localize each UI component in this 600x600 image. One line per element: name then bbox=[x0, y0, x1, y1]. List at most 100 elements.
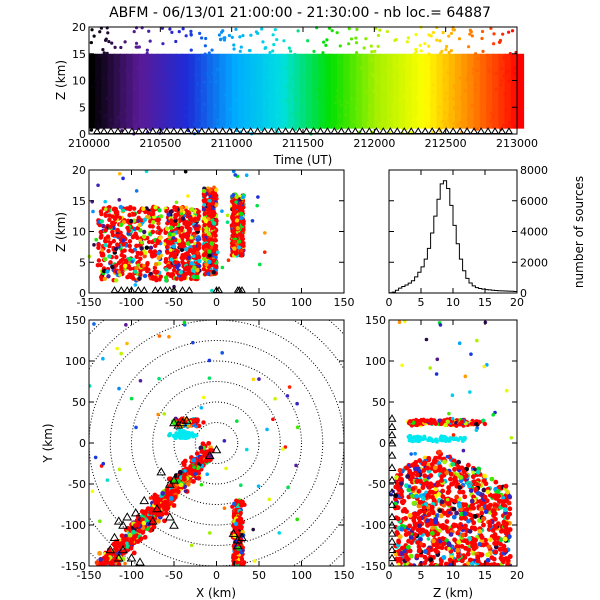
z-y-point bbox=[482, 473, 488, 479]
x-y-point bbox=[160, 490, 166, 496]
y-tick-label: 15 bbox=[72, 48, 86, 61]
z-y-point bbox=[429, 483, 435, 489]
x-z-point bbox=[138, 272, 143, 277]
z-y-point bbox=[453, 437, 458, 442]
time-height-point bbox=[245, 125, 249, 129]
station-marker bbox=[185, 286, 194, 294]
time-height-point bbox=[290, 112, 294, 116]
time-height-point bbox=[468, 32, 472, 36]
z-y-point bbox=[505, 515, 511, 520]
time-height-ylabel: Z (km) bbox=[54, 60, 68, 100]
time-height-band bbox=[330, 53, 339, 129]
z-y-point bbox=[506, 534, 512, 540]
z-y-point bbox=[416, 468, 422, 474]
time-height-point bbox=[276, 114, 280, 118]
time-height-point bbox=[184, 34, 188, 38]
x-y-point bbox=[104, 556, 110, 561]
z-y-point bbox=[482, 421, 488, 427]
z-y-point bbox=[429, 508, 435, 514]
time-height-point bbox=[288, 84, 292, 88]
x-tick-label: 0 bbox=[213, 569, 220, 582]
x-z-point bbox=[195, 268, 200, 273]
z-y-point bbox=[454, 510, 460, 516]
z-y-point bbox=[460, 532, 466, 538]
x-y-point bbox=[238, 499, 243, 505]
x-z-point bbox=[134, 243, 139, 249]
x-z-point bbox=[240, 227, 246, 233]
z-y-point bbox=[394, 530, 400, 535]
time-height-point bbox=[195, 82, 200, 86]
x-z-point bbox=[137, 276, 142, 281]
time-height-band bbox=[126, 53, 134, 129]
time-height-point bbox=[265, 75, 269, 79]
time-height-point bbox=[443, 97, 447, 101]
z-y-point bbox=[495, 489, 501, 494]
x-y-point bbox=[234, 525, 240, 531]
time-height-point bbox=[502, 74, 506, 78]
x-y-point bbox=[151, 495, 156, 501]
x-z-point bbox=[131, 206, 137, 211]
z-y-point bbox=[486, 544, 492, 550]
x-z-point bbox=[210, 201, 216, 206]
z-y-point bbox=[450, 416, 455, 421]
z-y-point bbox=[421, 436, 426, 441]
z-y-point bbox=[471, 479, 477, 485]
y-tick-label: 0 bbox=[79, 128, 86, 141]
x-y-point bbox=[235, 419, 239, 423]
z-y-point bbox=[500, 556, 506, 562]
time-height-point bbox=[391, 104, 395, 108]
x-y-point bbox=[193, 472, 198, 476]
z-y-point bbox=[462, 511, 468, 517]
time-height-band bbox=[467, 53, 475, 129]
x-z-point bbox=[230, 233, 235, 238]
z-y-point bbox=[415, 511, 421, 517]
x-y-point bbox=[267, 497, 272, 502]
station-marker bbox=[109, 532, 120, 541]
time-height-point bbox=[241, 80, 245, 84]
z-y-point bbox=[409, 438, 414, 443]
x-z-point bbox=[202, 211, 207, 217]
x-y-point bbox=[271, 417, 275, 422]
time-height-point bbox=[242, 93, 246, 98]
x-tick-label: -50 bbox=[165, 296, 183, 309]
y-tick-label: 4000 bbox=[520, 226, 548, 239]
time-height-point bbox=[465, 77, 469, 82]
x-z-point bbox=[188, 217, 194, 223]
time-height-point bbox=[435, 25, 439, 30]
z-y-point bbox=[433, 486, 439, 492]
time-height-point bbox=[513, 125, 517, 129]
x-z-point bbox=[174, 200, 179, 205]
time-height-point bbox=[498, 40, 502, 44]
x-y-point bbox=[241, 563, 246, 566]
z-y-point bbox=[404, 556, 410, 562]
z-y-point bbox=[448, 497, 454, 503]
time-height-band bbox=[213, 53, 221, 129]
z-y-point bbox=[408, 419, 413, 424]
station-marker bbox=[211, 127, 220, 135]
x-z-point bbox=[225, 213, 230, 218]
time-height-band bbox=[399, 53, 407, 129]
time-height-point bbox=[238, 49, 242, 53]
station-marker bbox=[113, 553, 124, 562]
time-height-point bbox=[479, 105, 483, 109]
time-height-point bbox=[145, 51, 149, 56]
x-z-point bbox=[182, 221, 187, 226]
x-z-point bbox=[220, 209, 224, 213]
x-y-point bbox=[135, 522, 141, 528]
x-z-point bbox=[207, 253, 212, 258]
x-tick-label: 0 bbox=[386, 569, 393, 582]
x-z-point bbox=[100, 248, 104, 252]
z-y-point bbox=[399, 526, 405, 532]
y-tick-label: 8000 bbox=[520, 164, 548, 177]
z-y-point bbox=[405, 474, 411, 479]
z-y-point bbox=[469, 352, 473, 356]
x-y-point bbox=[277, 531, 282, 535]
x-y-point bbox=[233, 555, 239, 560]
time-height-point bbox=[239, 45, 243, 49]
z-y-point bbox=[489, 555, 495, 561]
station-marker bbox=[113, 516, 124, 525]
time-height-band bbox=[163, 53, 171, 129]
x-z-point bbox=[239, 248, 244, 253]
z-y-point bbox=[393, 551, 399, 557]
z-y-point bbox=[421, 505, 427, 511]
